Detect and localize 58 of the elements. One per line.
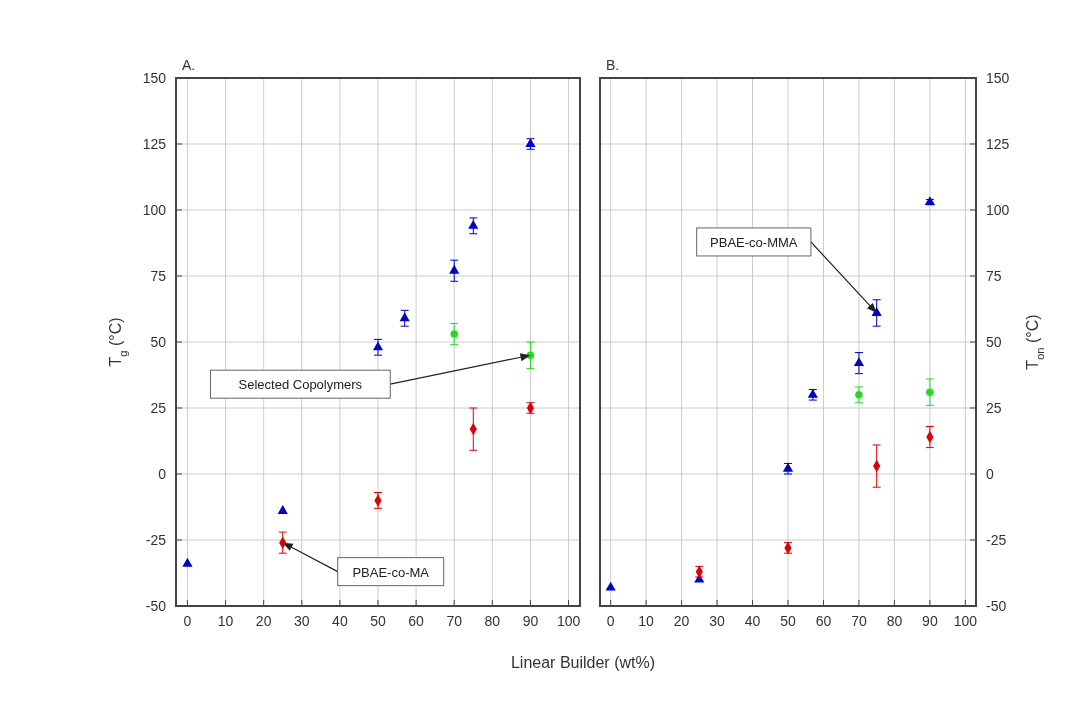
y-tick-label: 75 [150, 268, 167, 284]
x-tick-label: 90 [522, 613, 539, 629]
x-tick-label: 50 [780, 613, 796, 629]
x-axis-title: Linear Builder (wt%) [510, 654, 656, 671]
x-tick-label: 80 [484, 613, 501, 629]
x-tick-label: 40 [332, 613, 348, 629]
y-tick-label: 125 [142, 136, 167, 152]
x-tick-label: 70 [851, 613, 867, 629]
annotation: PBAE-co-MA [352, 564, 430, 580]
y2-tick-label: 125 [986, 136, 1010, 152]
x-tick-label: 10 [638, 613, 655, 629]
annotation: Selected Copolymers [238, 377, 363, 393]
x-tick-label: 70 [446, 613, 463, 629]
x-tick-label: 100 [556, 613, 581, 629]
x-tick-label: 60 [408, 613, 425, 629]
point [926, 388, 934, 396]
x-tick-label: 60 [815, 613, 832, 629]
x-tick-label: 80 [886, 613, 903, 629]
x-tick-label: 20 [673, 613, 690, 629]
point [853, 357, 865, 367]
annotation: PBAE-co-MMA [710, 234, 798, 250]
chart-title: B. [606, 57, 620, 73]
point [450, 330, 459, 338]
point [449, 264, 460, 274]
y-tick-label: 50 [150, 334, 167, 350]
y-tick-label: -50 [145, 598, 167, 614]
x-tick-label: 50 [370, 613, 386, 629]
y-tick-label: -25 [145, 532, 167, 548]
x-tick-label: 30 [709, 613, 726, 629]
y2-tick-label: 50 [986, 334, 1002, 350]
y2-tick-label: 25 [986, 400, 1002, 416]
x-tick-label: 20 [255, 613, 272, 629]
chart-title: A. [182, 57, 196, 73]
x-tick-label: 40 [744, 613, 761, 629]
y2-tick-label: 0 [986, 466, 994, 482]
y2-tick-label: -50 [986, 598, 1007, 614]
x-tick-label: 100 [953, 613, 978, 629]
point [526, 351, 535, 359]
point [871, 307, 882, 316]
y2-tick-label: -25 [986, 532, 1007, 548]
point [277, 505, 288, 514]
x-tick-label: 0 [183, 613, 192, 629]
x-tick-label: 90 [922, 613, 938, 629]
y2-tick-label: 150 [986, 70, 1010, 86]
x-tick-label: 10 [217, 613, 234, 629]
y2-tick-label: 75 [986, 268, 1002, 284]
y2-tick-label: 100 [986, 202, 1010, 218]
point [372, 341, 384, 351]
y-tick-label: 25 [150, 400, 167, 416]
point [468, 219, 479, 229]
point [182, 557, 193, 567]
point [399, 312, 410, 322]
y-tick-label: 100 [142, 202, 167, 218]
y-tick-label: 0 [158, 466, 167, 482]
y-tick-label: 150 [142, 70, 167, 86]
point [855, 391, 863, 399]
x-tick-label: 30 [293, 613, 310, 629]
x-tick-label: 0 [606, 613, 615, 629]
